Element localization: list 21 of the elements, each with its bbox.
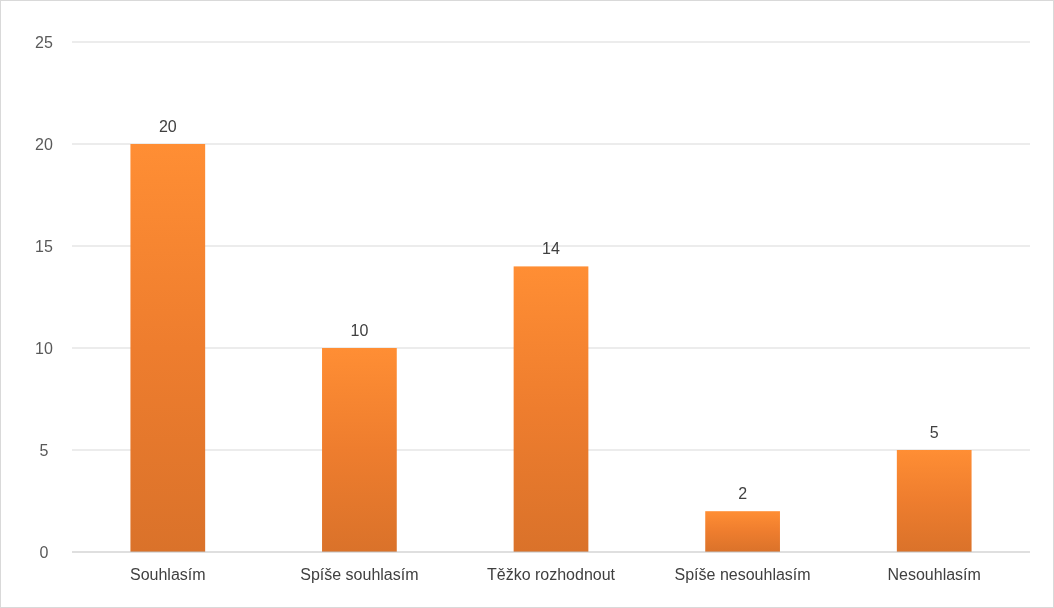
data-label: 20: [158, 118, 177, 135]
y-tick-label: 10: [35, 339, 53, 357]
data-label: 5: [929, 424, 939, 441]
data-label: 14: [542, 240, 560, 258]
x-tick-label: Spíše souhlasím: [300, 566, 419, 583]
x-tick-label: Spíše nesouhlasím: [674, 566, 811, 583]
x-tick-label: Nesouhlasím: [887, 566, 981, 583]
y-tick-label: 5: [39, 441, 49, 459]
bar: [322, 348, 397, 552]
bar: [896, 450, 972, 552]
x-tick-label: Souhlasím: [130, 566, 206, 583]
y-tick-label: 25: [35, 33, 53, 51]
y-tick-label: 15: [35, 237, 53, 255]
y-tick-label: 20: [35, 135, 53, 153]
data-label: 2: [738, 485, 748, 503]
bar: [130, 144, 206, 552]
bar: [705, 511, 780, 552]
data-label: 10: [350, 322, 369, 339]
bar: [513, 266, 589, 552]
x-tick-label: Těžko rozhodnout: [486, 566, 616, 583]
y-tick-label: 0: [39, 543, 49, 561]
